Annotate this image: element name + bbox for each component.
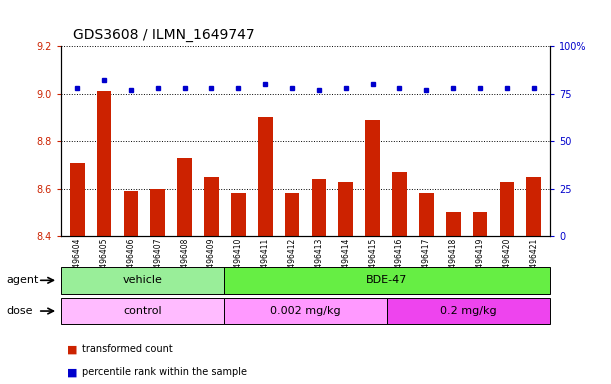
Text: agent: agent	[6, 275, 38, 285]
Bar	[365, 120, 380, 236]
Text: transformed count: transformed count	[82, 344, 174, 354]
Text: control: control	[123, 306, 162, 316]
Bar	[312, 179, 326, 236]
Bar	[177, 158, 192, 236]
Text: BDE-47: BDE-47	[366, 275, 408, 285]
Bar	[97, 91, 111, 236]
Text: 0.2 mg/kg: 0.2 mg/kg	[440, 306, 497, 316]
Bar	[204, 177, 219, 236]
Bar	[258, 118, 273, 236]
Bar	[446, 212, 461, 236]
Text: dose: dose	[6, 306, 32, 316]
Bar	[285, 194, 299, 236]
Bar	[123, 191, 138, 236]
Text: percentile rank within the sample: percentile rank within the sample	[82, 367, 247, 377]
Bar	[527, 177, 541, 236]
Bar	[473, 212, 488, 236]
Bar	[500, 182, 514, 236]
Text: ■: ■	[67, 367, 78, 377]
Bar	[419, 194, 434, 236]
Text: ■: ■	[67, 344, 78, 354]
Text: 0.002 mg/kg: 0.002 mg/kg	[270, 306, 341, 316]
Bar	[392, 172, 407, 236]
Bar	[231, 194, 246, 236]
Bar	[338, 182, 353, 236]
Text: GDS3608 / ILMN_1649747: GDS3608 / ILMN_1649747	[73, 28, 255, 42]
Bar	[70, 162, 84, 236]
Text: vehicle: vehicle	[123, 275, 163, 285]
Bar	[150, 189, 165, 236]
